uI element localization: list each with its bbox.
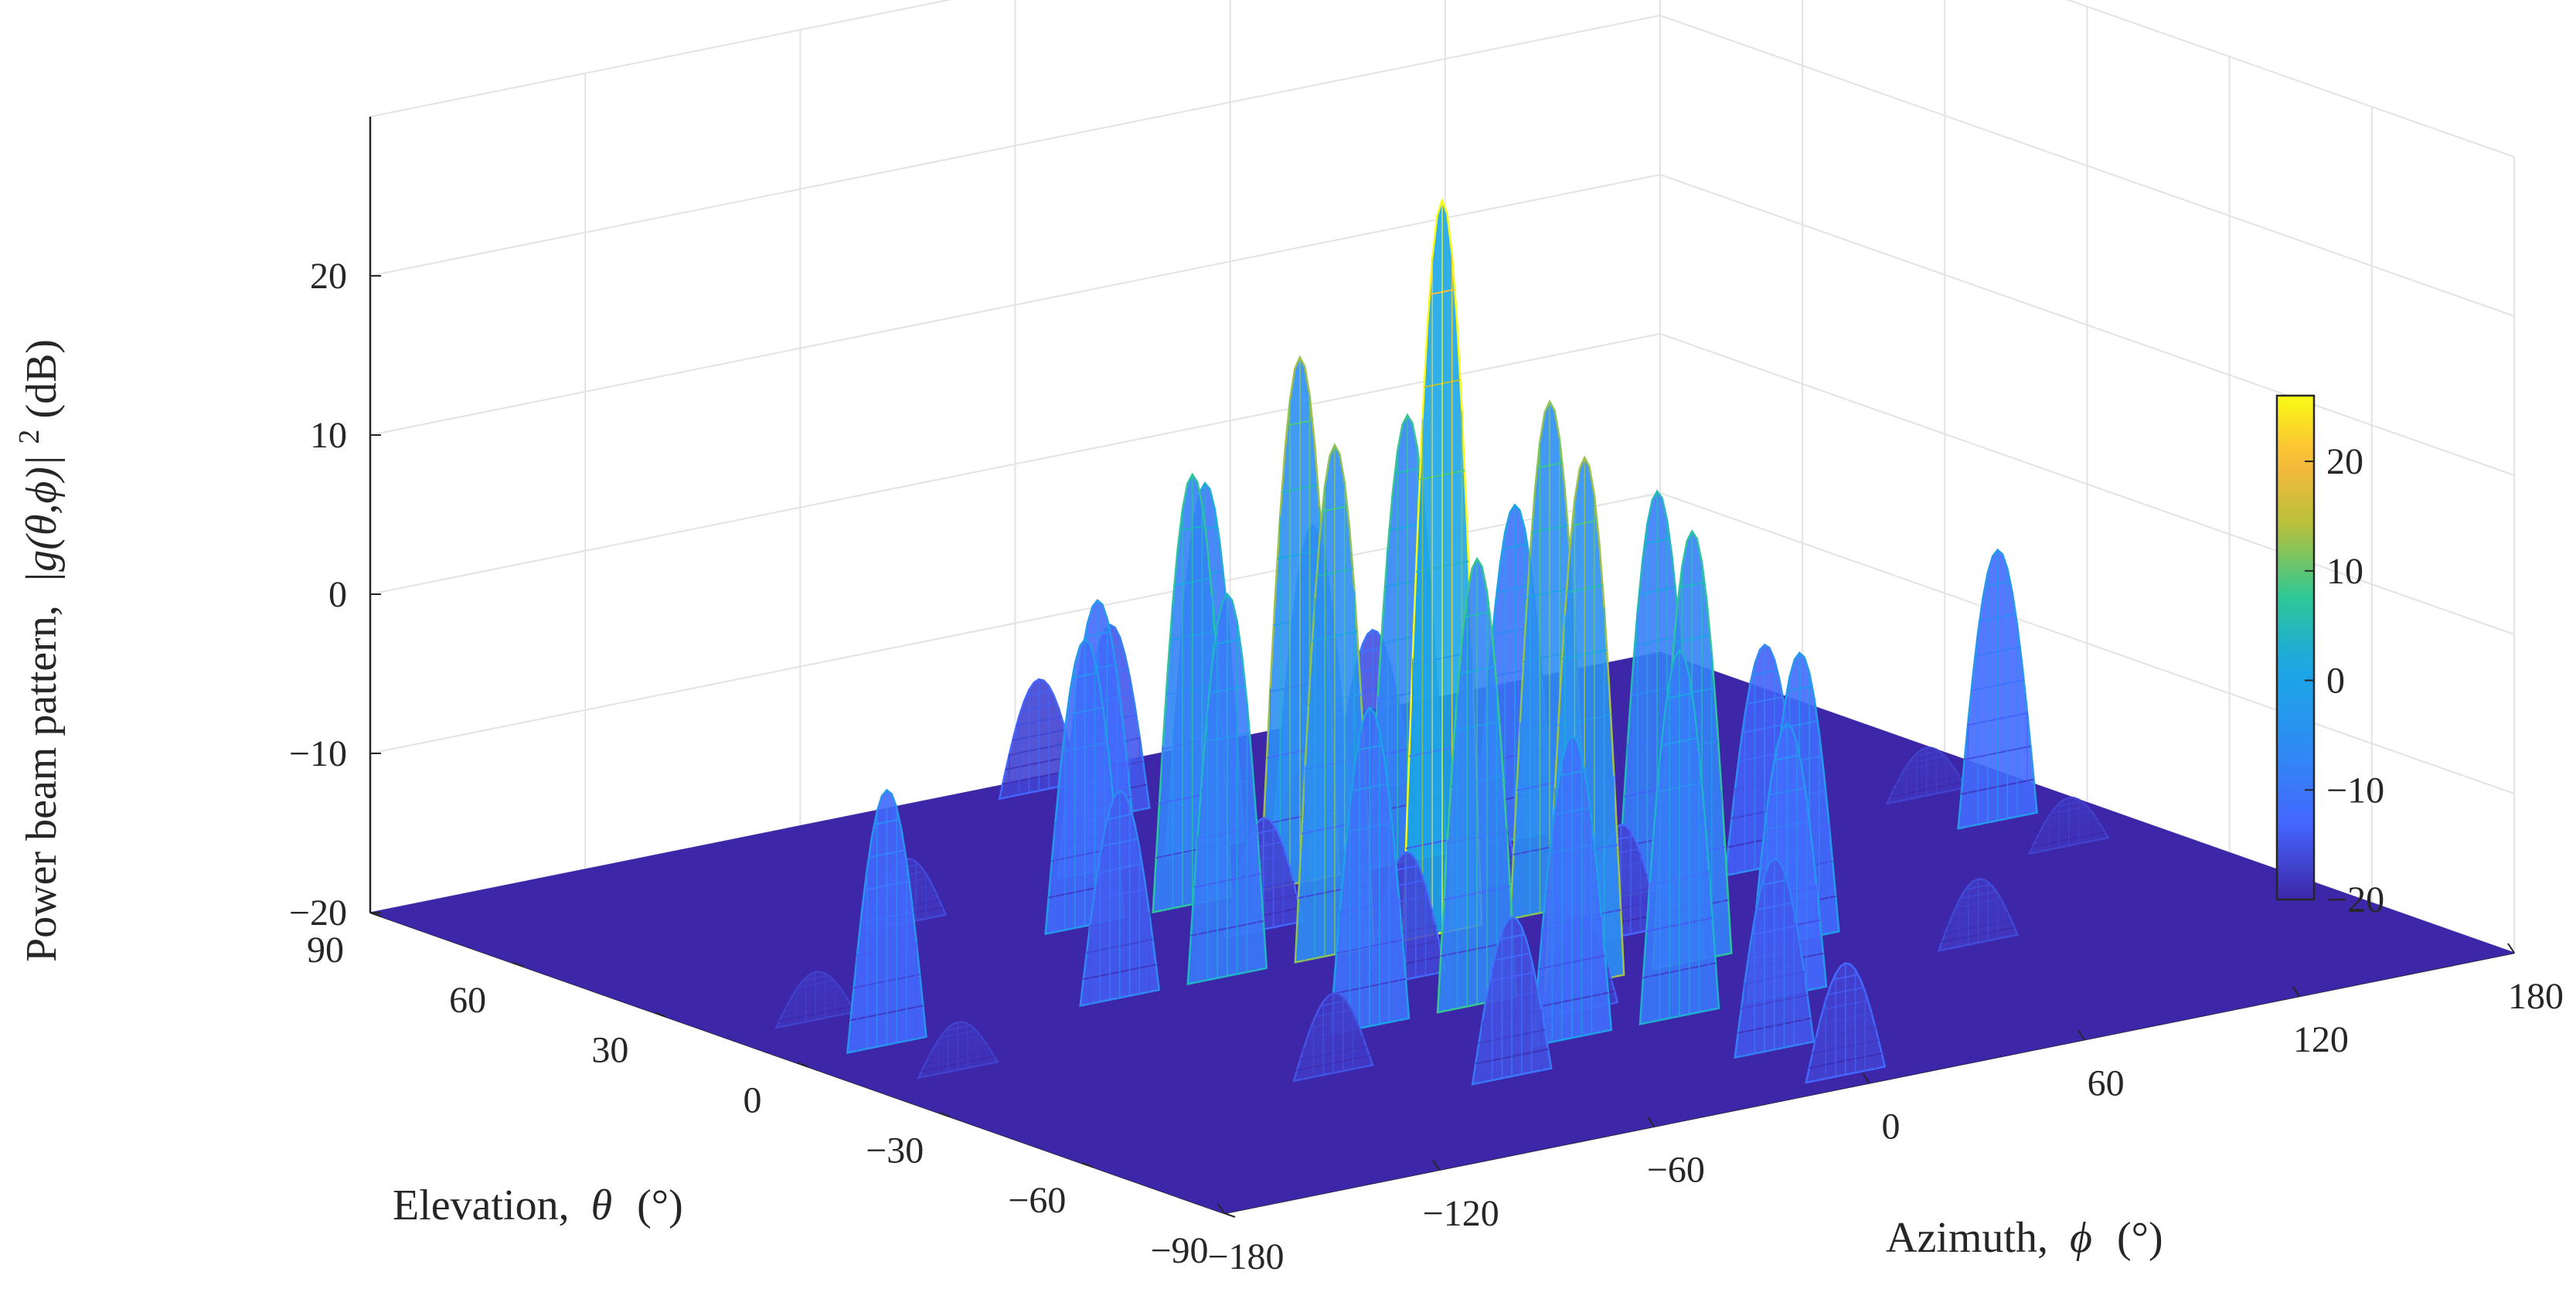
colorbar-tick-label: −20 [2326,879,2384,920]
colorbar: −20 −10 0 10 20 [2275,394,2384,920]
azimuth-tick-mark [2292,986,2300,997]
surface-lobe [1734,857,1815,1059]
surface-lobe [2027,797,2110,855]
colorbar-tick-label: 10 [2326,551,2363,592]
azimuth-tick-mark [1862,1073,1870,1084]
elevation-tick-mark [797,1062,808,1068]
colorbar-tick-label: −10 [2326,770,2384,811]
elevation-tick-mark [369,912,382,917]
azimuth-tick-mark [1217,1203,1225,1214]
z-tick-label: 10 [310,415,347,456]
surface-lobe [1186,592,1268,986]
elevation-tick-mark [1223,1212,1236,1218]
surface-lobe [1805,962,1887,1084]
z-tick-label: 0 [328,574,347,615]
surface-lobe [774,971,857,1029]
elevation-tick-label: 60 [449,980,486,1021]
surface-lobe [846,788,927,1054]
azimuth-tick-label: 0 [1882,1107,1901,1148]
z-tick-label: −20 [289,892,347,933]
azimuth-tick-label: −120 [1423,1193,1499,1234]
elevation-tick-label: −90 [1150,1230,1208,1271]
surface-lobe [1885,746,1968,805]
azimuth-tick-mark [1647,1117,1656,1127]
elevation-tick-mark [512,961,524,967]
surface-lobe [1471,916,1553,1086]
surface-lobe [1079,789,1161,1008]
z-tick-label: −10 [289,733,347,774]
azimuth-tick-label: 120 [2293,1019,2349,1060]
elevation-tick-mark [939,1112,951,1118]
elevation-tick-label: 90 [307,930,344,971]
surface-lobe [1531,733,1613,1047]
surface-lobe [1329,706,1411,1035]
surface-lobe [1292,992,1374,1083]
azimuth-tick-label: −60 [1647,1150,1705,1191]
surface-lobe [1638,648,1720,1025]
azimuth-tick-label: 180 [2508,976,2564,1017]
elevation-tick-mark [1081,1162,1094,1168]
elevation-tick-label: −30 [866,1130,924,1171]
surface-lobe [1937,878,2020,952]
azimuth-tick-label: −180 [1207,1236,1284,1277]
azimuth-tick-mark [2507,943,2515,954]
surface-lobe [1957,548,2038,830]
colorbar-gradient [2275,394,2316,901]
azimuth-tick-mark [2077,1029,2085,1040]
colorbar-ticks: −20 −10 0 10 20 [2305,441,2384,920]
tick-labels: −20 −10 0 10 20 90 60 30 0 −30 −60 −90−180 −120 −60 0 6… [289,256,2564,1277]
elevation-tick-label: 0 [744,1080,762,1121]
surface-lobe [998,678,1080,801]
surface-lobe [917,1021,999,1080]
z-tick-label: 20 [310,256,347,297]
colorbar-tick-label: 0 [2326,661,2345,702]
elevation-tick-label: 30 [591,1030,628,1071]
elevation-axis-label: Elevation, θ (°) [393,1182,683,1229]
colorbar-tick-label: 20 [2326,441,2363,482]
azimuth-axis-label: Azimuth, ϕ (°) [1886,1214,2163,1262]
surface-lobe [1436,556,1518,1014]
azimuth-tick-label: 60 [2088,1062,2125,1103]
elevation-tick-label: −60 [1008,1180,1066,1221]
azimuth-tick-mark [1432,1160,1440,1171]
surface-lobes [774,197,2110,1086]
elevation-tick-mark [654,1012,666,1018]
z-axis-label: Power beam pattern, |g(θ,ϕ)| 2 (dB) [1,339,66,962]
